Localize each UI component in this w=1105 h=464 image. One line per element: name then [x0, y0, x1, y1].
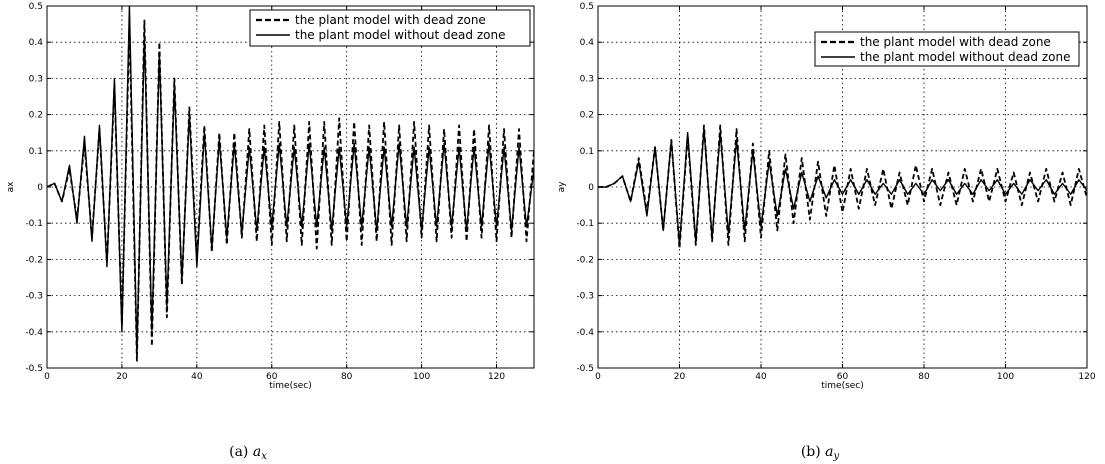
figure-caption: (b) ay [801, 444, 840, 462]
y-tick-label: -0.5 [25, 364, 43, 374]
y-tick-label: 0.3 [29, 74, 43, 84]
y-tick-label: 0.4 [29, 38, 44, 48]
series-line-1 [598, 128, 1087, 246]
x-tick-label: 40 [191, 372, 203, 382]
legend-label-1: the plant model without dead zone [860, 50, 1070, 64]
y-tick-label: 0 [37, 183, 43, 193]
x-tick-label: 60 [266, 372, 278, 382]
x-tick-label: 20 [674, 372, 686, 382]
x-tick-label: 100 [997, 372, 1014, 382]
y-tick-label: 0.4 [580, 38, 595, 48]
x-tick-label: 40 [755, 372, 767, 382]
y-tick-label: 0.2 [29, 111, 43, 121]
x-tick-label: 80 [341, 372, 353, 382]
y-tick-label: 0 [588, 183, 594, 193]
x-tick-label: 100 [413, 372, 430, 382]
y-axis-label: ax [6, 181, 16, 193]
chart-panel-1: 0 20 40 60 80 100 120 -0.5 -0.4 -0.3 -0.2 -0.1 0 0.1 0… [557, 2, 1096, 462]
x-axis-label: time(sec) [269, 381, 312, 391]
series-line-1 [47, 6, 534, 355]
y-tick-label: 0.2 [580, 111, 594, 121]
chart-panel-0: 0 20 40 60 80 100 120 -0.5 -0.4 -0.3 -0.2 -0.1 0 0.1 0… [6, 2, 535, 462]
x-axis-label: time(sec) [821, 381, 864, 391]
figure-caption: (a) ax [229, 444, 267, 462]
legend-box [814, 31, 1080, 67]
y-tick-label: 0.5 [29, 2, 43, 12]
y-tick-label: -0.2 [576, 255, 594, 265]
y-tick-label: -0.3 [576, 292, 594, 302]
x-tick-label: 120 [488, 372, 505, 382]
x-tick-label: 80 [918, 372, 930, 382]
y-tick-label: 0.1 [29, 147, 43, 157]
x-tick-label: 120 [1078, 372, 1095, 382]
y-tick-label: -0.2 [25, 255, 43, 265]
legend-label-0: the plant model with dead zone [295, 13, 486, 27]
y-tick-label: -0.1 [576, 219, 594, 229]
series-line-0 [598, 124, 1087, 250]
x-tick-label: 0 [44, 372, 50, 382]
y-tick-label: -0.1 [25, 219, 43, 229]
x-tick-label: 20 [116, 372, 128, 382]
y-tick-label: 0.5 [580, 2, 594, 12]
legend-label-1: the plant model without dead zone [295, 28, 505, 42]
y-tick-label: 0.1 [580, 147, 594, 157]
y-tick-label: -0.3 [25, 292, 43, 302]
x-tick-label: 60 [837, 372, 849, 382]
x-tick-label: 0 [595, 372, 601, 382]
y-axis-label: ay [557, 181, 567, 193]
y-tick-label: -0.4 [576, 328, 594, 338]
legend-box [249, 9, 531, 47]
legend-label-0: the plant model with dead zone [860, 35, 1051, 49]
y-tick-label: 0.3 [580, 74, 594, 84]
y-tick-label: -0.4 [25, 328, 43, 338]
y-tick-label: -0.5 [576, 364, 594, 374]
